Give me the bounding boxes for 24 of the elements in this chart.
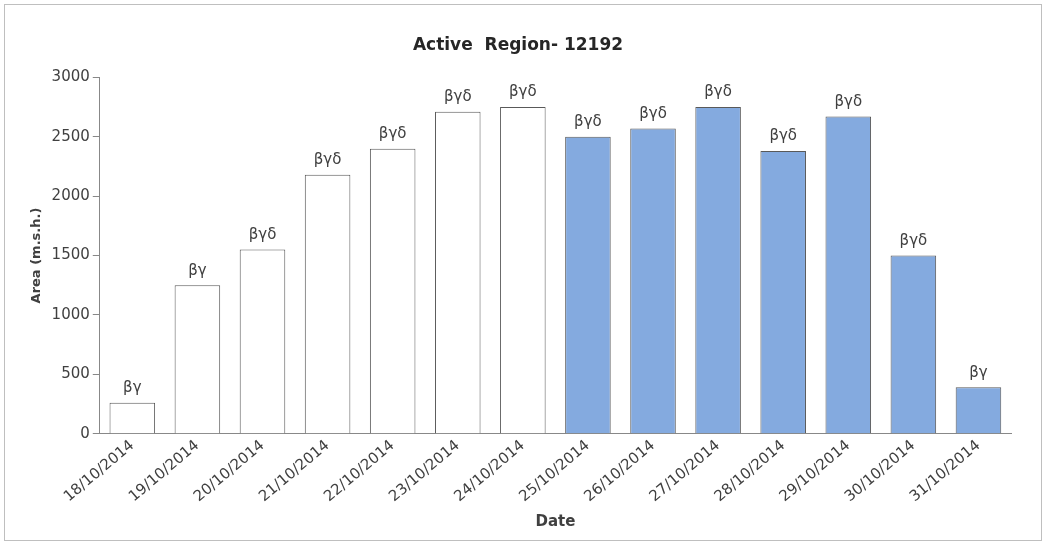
chart-title: Active Region- 12192 bbox=[412, 33, 624, 54]
data-label: βγδ bbox=[509, 82, 537, 101]
y-tick-label: 1500 bbox=[51, 245, 90, 264]
y-tick-label: 500 bbox=[61, 364, 90, 383]
data-label: βγδ bbox=[574, 112, 602, 131]
y-axis-title: Area (m.s.h.) bbox=[28, 207, 44, 304]
data-label: βγ bbox=[123, 378, 142, 397]
data-label: βγδ bbox=[313, 150, 342, 169]
data-label: βγδ bbox=[834, 91, 863, 110]
data-label: βγδ bbox=[769, 126, 798, 145]
y-tick-label: 0 bbox=[80, 423, 90, 442]
y-tick-label: 2500 bbox=[51, 126, 90, 145]
x-axis-title: Date bbox=[535, 511, 576, 530]
data-label: βγδ bbox=[639, 103, 667, 122]
y-tick-label: 2000 bbox=[51, 186, 90, 205]
data-label: βγδ bbox=[704, 82, 732, 101]
data-label: βγδ bbox=[443, 87, 472, 106]
data-label: βγδ bbox=[378, 124, 407, 143]
data-label: βγδ bbox=[899, 230, 928, 249]
data-label: βγ bbox=[188, 260, 207, 279]
data-label: βγ bbox=[969, 362, 988, 381]
y-tick-label: 1000 bbox=[51, 304, 90, 323]
y-tick-label: 3000 bbox=[51, 67, 90, 86]
data-label: βγδ bbox=[248, 224, 277, 243]
